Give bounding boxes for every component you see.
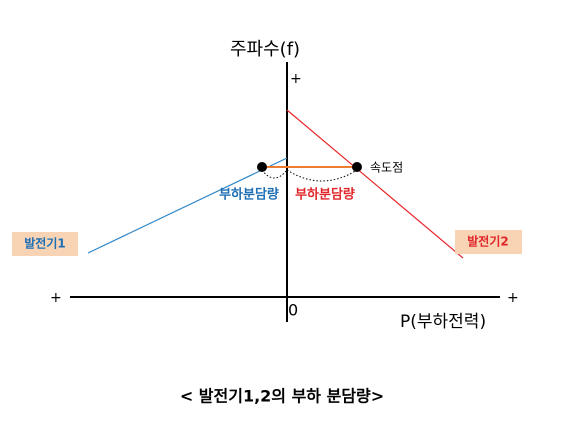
y-axis-label: 주파수(f) [230,39,300,60]
share-arc-2 [286,169,358,182]
x-axis-label: P(부하전력) [400,312,486,332]
point [352,162,362,172]
plus: + [290,71,302,87]
caption: < 발전기1,2의 부하 분담량> [180,387,384,406]
origin-label: 0 [288,301,298,320]
speed-point-label: 속도점 [370,161,403,175]
generator-1-line [87,157,288,254]
share-label: 부하분담량 [295,187,355,203]
plus: + [50,290,62,306]
point [257,162,267,172]
generator-1-label: 발전기1 [24,236,65,251]
generator-2-label: 발전기2 [467,234,508,249]
plus: + [507,290,519,306]
generator-1-box [12,232,78,256]
share-label: 부하분담량 [219,187,279,203]
generator-2-line [286,109,464,259]
share-arc-1 [261,169,288,179]
generator-2-box [455,230,522,254]
